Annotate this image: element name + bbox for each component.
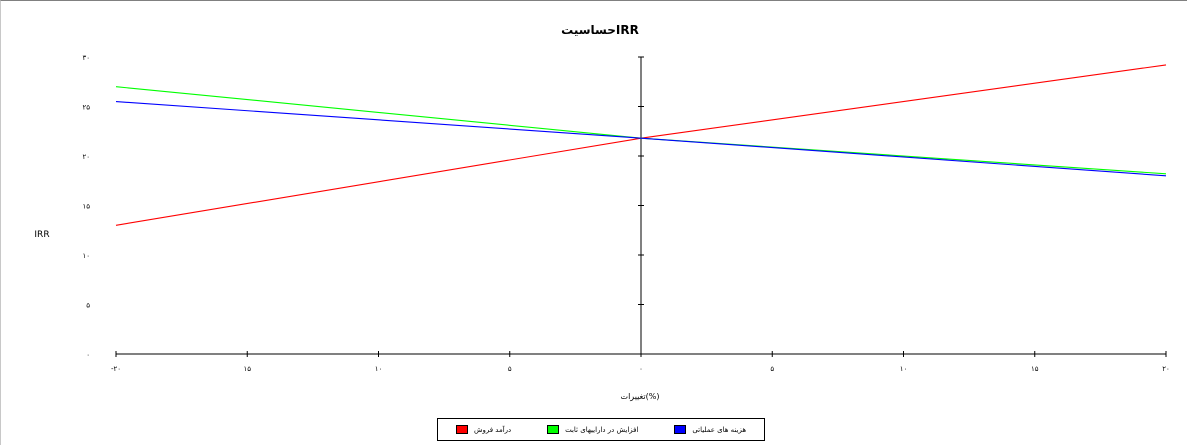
series-line-2 [115,101,1167,177]
legend-item: افزایش در داراییهای ثابت [547,425,638,434]
axes: -۲۰ ۱۵ ۱۰ ۵ ۰ ۵ ۱۰ ۱۵ ۲۰ ۰ ۵ ۱۰ ۱۵ ۲۰ ۲۵ ۳۰ [82,54,1169,373]
legend-label: درآمد فروش [473,425,512,434]
legend-swatch [674,425,687,434]
series-lines [115,64,1167,226]
x-tick-label: ۱۰ [900,365,908,373]
y-tick-label: ۱۰ [82,252,90,260]
x-tick-label: ۱۰ [375,365,383,373]
y-tick-label: ۵ [86,302,90,310]
x-axis-label: تغییرات(%) [621,392,660,401]
x-tick-label: ۱۵ [1031,365,1039,373]
y-tick-label: ۲۵ [82,104,90,112]
x-tick-label: ۲۰ [1162,365,1170,373]
y-tick-label: ۰ [86,351,90,359]
x-tick-label: ۰ [639,365,643,373]
x-tick-label: ۵ [770,365,774,373]
legend: درآمد فروش افزایش در داراییهای ثابت هزینه … [437,418,765,441]
legend-swatch [455,425,468,434]
legend-item: درآمد فروش [455,425,512,434]
y-tick-label: ۲۰ [82,153,90,161]
legend-swatch [547,425,560,434]
y-axis-label: IRR [34,230,49,240]
x-tick-label: -۲۰ [111,365,121,373]
y-tick-label: ۳۰ [82,54,90,62]
x-tick-label: ۵ [508,365,512,373]
x-tick-label: ۱۵ [243,365,251,373]
legend-label: افزایش در داراییهای ثابت [565,425,639,434]
chart-title: حساسیتIRR [561,23,639,37]
legend-item: هزینه های عملیاتی [674,425,746,434]
y-tick-label: ۱۵ [82,203,90,211]
legend-label: هزینه های عملیاتی [692,425,747,434]
